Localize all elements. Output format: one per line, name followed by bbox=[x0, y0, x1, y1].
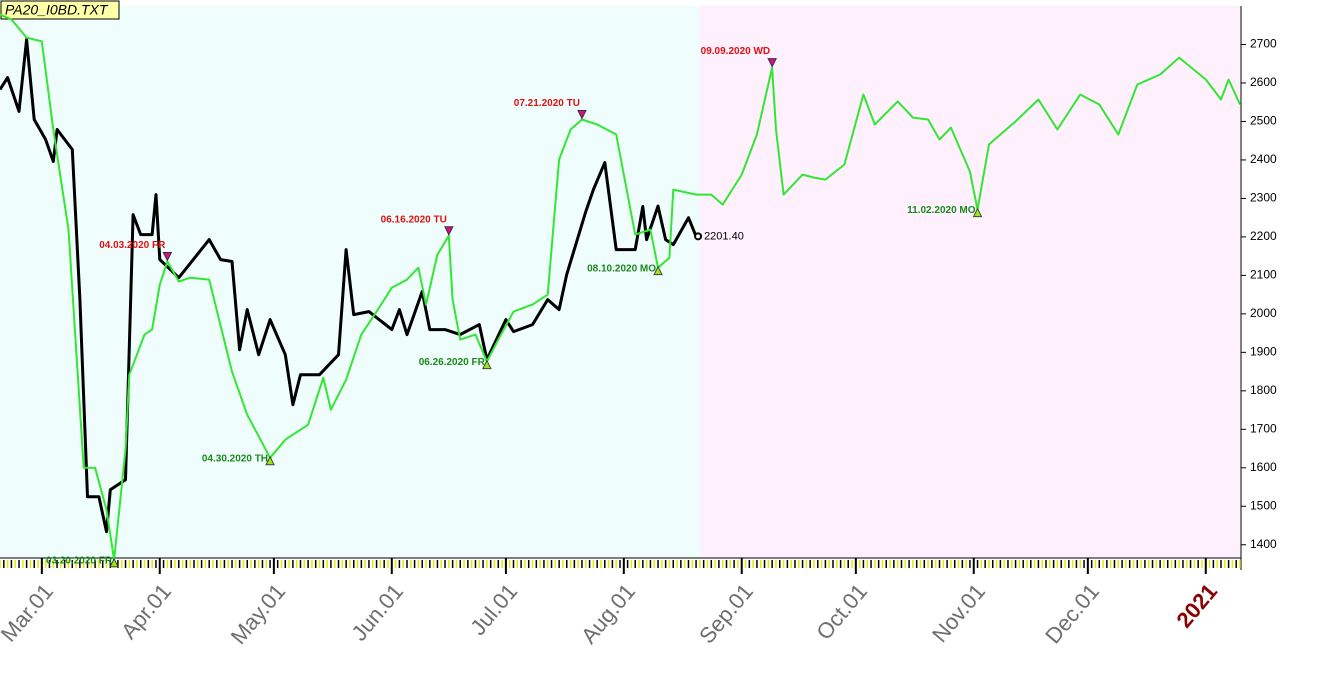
y-tick-label: 1900 bbox=[1250, 345, 1277, 359]
y-tick-label: 1800 bbox=[1250, 383, 1277, 397]
high-marker bbox=[162, 252, 173, 262]
high-marker bbox=[577, 110, 587, 120]
low-label: 08.10.2020 MO bbox=[587, 263, 656, 274]
high-label: 09.09.2020 WD bbox=[701, 46, 771, 57]
x-tick-label: Nov.01 bbox=[927, 579, 990, 647]
high-label: 04.03.2020 FR bbox=[99, 240, 166, 251]
low-marker bbox=[109, 557, 119, 568]
x-tick-label: 2021 bbox=[1171, 579, 1222, 633]
x-tick-label: May.01 bbox=[226, 579, 290, 649]
y-tick-label: 1400 bbox=[1250, 537, 1277, 551]
high-marker bbox=[444, 226, 454, 236]
low-marker bbox=[972, 207, 983, 218]
low-label: 11.02.2020 MO bbox=[907, 205, 976, 216]
high-label: 06.16.2020 TU bbox=[381, 214, 447, 225]
low-label: 04.30.2020 TH bbox=[202, 453, 268, 464]
x-tick-label: Jun.01 bbox=[346, 579, 408, 646]
last-value-label: 2201.40 bbox=[704, 230, 744, 242]
y-tick-label: 2100 bbox=[1250, 268, 1277, 282]
y-tick-label: 1600 bbox=[1250, 460, 1277, 474]
title-box bbox=[0, 0, 120, 20]
y-tick-label: 2600 bbox=[1250, 75, 1277, 89]
x-tick-label: Apr.01 bbox=[116, 579, 176, 644]
series-line bbox=[0, 38, 698, 534]
y-tick-label: 2700 bbox=[1250, 37, 1277, 51]
high-marker bbox=[767, 58, 777, 68]
high-label: 07.21.2020 TU bbox=[514, 98, 580, 109]
y-tick-label: 2200 bbox=[1250, 229, 1277, 243]
x-tick-label: Jul.01 bbox=[465, 579, 522, 640]
x-tick-label: Mar.01 bbox=[0, 579, 58, 647]
x-tick-label: Oct.01 bbox=[811, 579, 872, 645]
low-label: 06.26.2020 FR bbox=[419, 357, 486, 368]
y-tick-label: 1500 bbox=[1250, 498, 1277, 512]
low-label: 03.20.2020 FR bbox=[46, 555, 113, 566]
x-tick-label: Aug.01 bbox=[576, 579, 640, 648]
x-tick-label: Dec.01 bbox=[1040, 579, 1104, 648]
y-tick-label: 2400 bbox=[1250, 152, 1277, 166]
forecast-region bbox=[700, 6, 1240, 558]
y-tick-label: 2000 bbox=[1250, 306, 1277, 320]
low-marker bbox=[653, 265, 663, 276]
low-marker bbox=[265, 455, 275, 466]
chart-title: PA20_I0BD.TXT bbox=[5, 2, 109, 18]
y-tick-label: 1700 bbox=[1250, 421, 1277, 435]
last-point bbox=[694, 232, 703, 241]
y-tick-label: 2500 bbox=[1250, 114, 1277, 128]
low-marker bbox=[482, 359, 492, 370]
series-line bbox=[0, 13, 1241, 561]
y-tick-label: 2300 bbox=[1250, 191, 1277, 205]
x-tick-label: Sep.01 bbox=[694, 579, 758, 648]
